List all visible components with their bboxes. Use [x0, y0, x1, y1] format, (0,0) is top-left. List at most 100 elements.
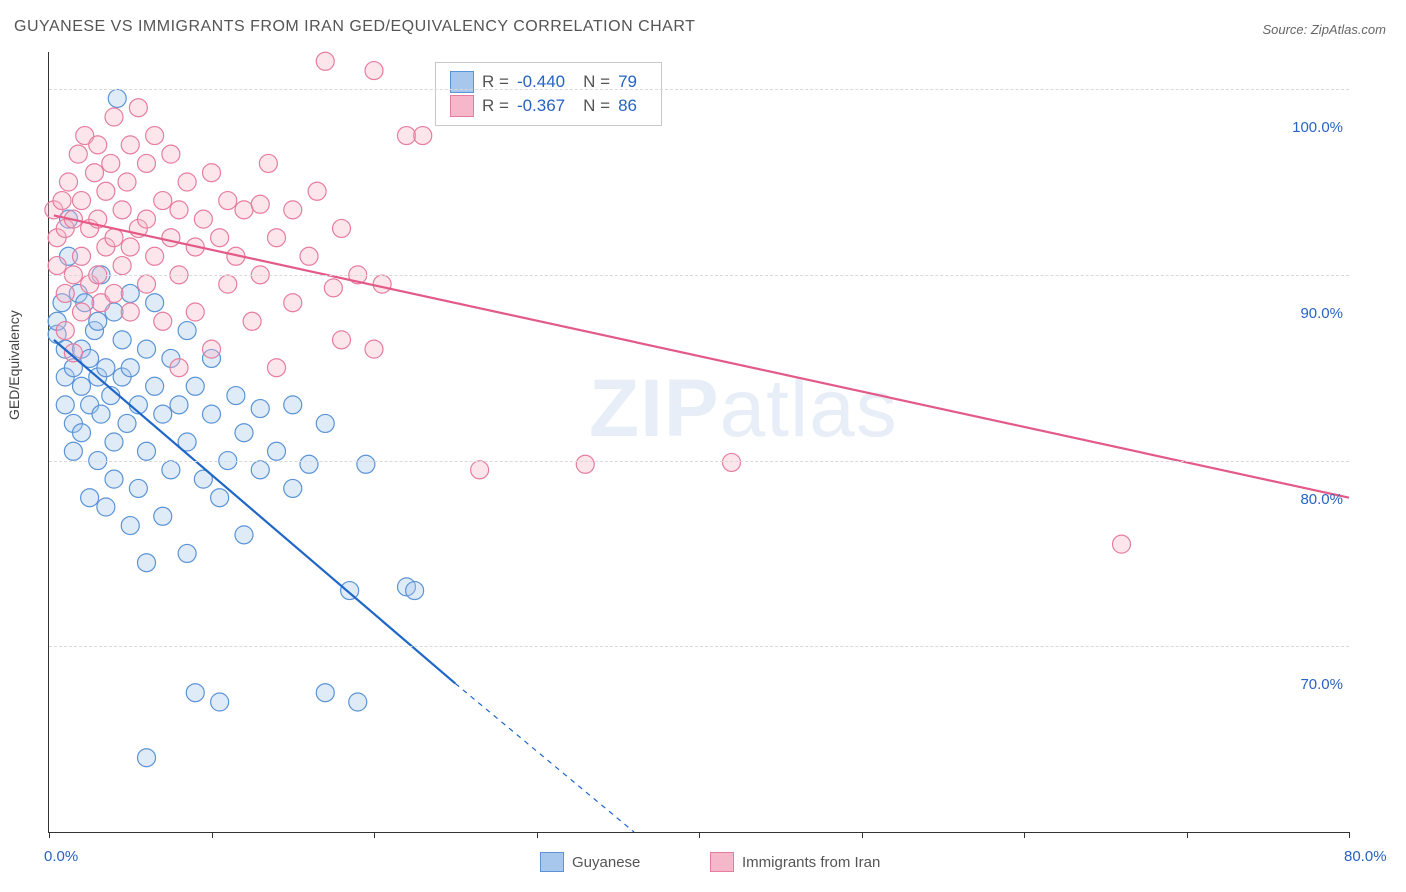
scatter-point	[259, 154, 277, 172]
y-tick-label: 90.0%	[1300, 305, 1343, 322]
scatter-point	[138, 154, 156, 172]
scatter-point	[284, 479, 302, 497]
scatter-point	[341, 582, 359, 600]
stats-legend-box: R = -0.440 N = 79 R = -0.367 N = 86	[435, 62, 662, 126]
scatter-point	[138, 749, 156, 767]
y-tick-label: 80.0%	[1300, 491, 1343, 508]
scatter-point	[64, 344, 82, 362]
x-tick	[1349, 832, 1350, 838]
scatter-point	[170, 201, 188, 219]
swatch-pink	[450, 95, 474, 117]
scatter-point	[113, 257, 131, 275]
scatter-point	[118, 173, 136, 191]
scatter-point	[316, 684, 334, 702]
scatter-point	[73, 424, 91, 442]
scatter-point	[92, 405, 110, 423]
scatter-point	[471, 461, 489, 479]
legend-swatch-blue	[540, 852, 564, 872]
x-tick-label: 0.0%	[44, 848, 78, 865]
legend-guyanese: Guyanese	[540, 852, 640, 872]
scatter-point	[154, 507, 172, 525]
scatter-point	[211, 489, 229, 507]
gridline-h	[49, 461, 1349, 462]
scatter-point	[235, 424, 253, 442]
scatter-point	[146, 294, 164, 312]
scatter-point	[300, 455, 318, 473]
scatter-point	[219, 192, 237, 210]
scatter-point	[89, 136, 107, 154]
scatter-point	[300, 247, 318, 265]
y-tick-label: 70.0%	[1300, 676, 1343, 693]
scatter-point	[146, 127, 164, 145]
scatter-point	[121, 238, 139, 256]
scatter-point	[170, 359, 188, 377]
plot-svg	[49, 52, 1349, 832]
scatter-point	[194, 210, 212, 228]
gridline-h	[49, 89, 1349, 90]
scatter-point	[108, 89, 126, 107]
scatter-point	[121, 284, 139, 302]
legend-label-1: Guyanese	[572, 854, 640, 871]
scatter-point	[64, 442, 82, 460]
scatter-point	[357, 455, 375, 473]
scatter-point	[1113, 535, 1131, 553]
scatter-point	[97, 359, 115, 377]
scatter-point	[268, 359, 286, 377]
x-tick	[374, 832, 375, 838]
scatter-point	[162, 461, 180, 479]
scatter-point	[203, 340, 221, 358]
x-tick	[1187, 832, 1188, 838]
scatter-point	[162, 145, 180, 163]
x-tick	[537, 832, 538, 838]
scatter-point	[73, 377, 91, 395]
scatter-point	[105, 470, 123, 488]
x-tick	[699, 832, 700, 838]
scatter-point	[97, 182, 115, 200]
source-credit: Source: ZipAtlas.com	[1262, 22, 1386, 37]
scatter-point	[219, 275, 237, 293]
scatter-point	[268, 229, 286, 247]
gridline-h	[49, 275, 1349, 276]
chart-title: GUYANESE VS IMMIGRANTS FROM IRAN GED/EQU…	[14, 18, 695, 36]
y-axis-label: GED/Equivalency	[6, 310, 22, 420]
scatter-point	[316, 52, 334, 70]
scatter-point	[308, 182, 326, 200]
scatter-point	[398, 127, 416, 145]
scatter-point	[138, 275, 156, 293]
scatter-point	[56, 284, 74, 302]
scatter-point	[146, 377, 164, 395]
trend-line	[54, 215, 1349, 497]
source-prefix: Source:	[1262, 22, 1310, 37]
scatter-point	[576, 455, 594, 473]
n-value-2: 86	[618, 96, 637, 116]
scatter-point	[73, 247, 91, 265]
scatter-point	[284, 201, 302, 219]
trend-line-extrapolated	[455, 683, 634, 832]
scatter-point	[113, 201, 131, 219]
scatter-point	[211, 693, 229, 711]
scatter-point	[349, 693, 367, 711]
scatter-point	[138, 442, 156, 460]
scatter-point	[251, 195, 269, 213]
plot-area: ZIPatlas R = -0.440 N = 79 R = -0.367 N …	[48, 52, 1349, 833]
scatter-point	[203, 164, 221, 182]
r-label-2: R =	[482, 96, 509, 116]
scatter-point	[73, 303, 91, 321]
scatter-point	[203, 405, 221, 423]
scatter-point	[178, 173, 196, 191]
scatter-point	[251, 400, 269, 418]
x-tick	[862, 832, 863, 838]
scatter-point	[121, 517, 139, 535]
scatter-point	[121, 359, 139, 377]
scatter-point	[162, 229, 180, 247]
scatter-point	[97, 498, 115, 516]
scatter-point	[105, 229, 123, 247]
scatter-point	[69, 145, 87, 163]
scatter-point	[251, 461, 269, 479]
scatter-point	[138, 554, 156, 572]
y-tick-label: 100.0%	[1292, 119, 1343, 136]
scatter-point	[324, 279, 342, 297]
source-link[interactable]: ZipAtlas.com	[1311, 22, 1386, 37]
r-value-2: -0.367	[517, 96, 565, 116]
gridline-h	[49, 646, 1349, 647]
